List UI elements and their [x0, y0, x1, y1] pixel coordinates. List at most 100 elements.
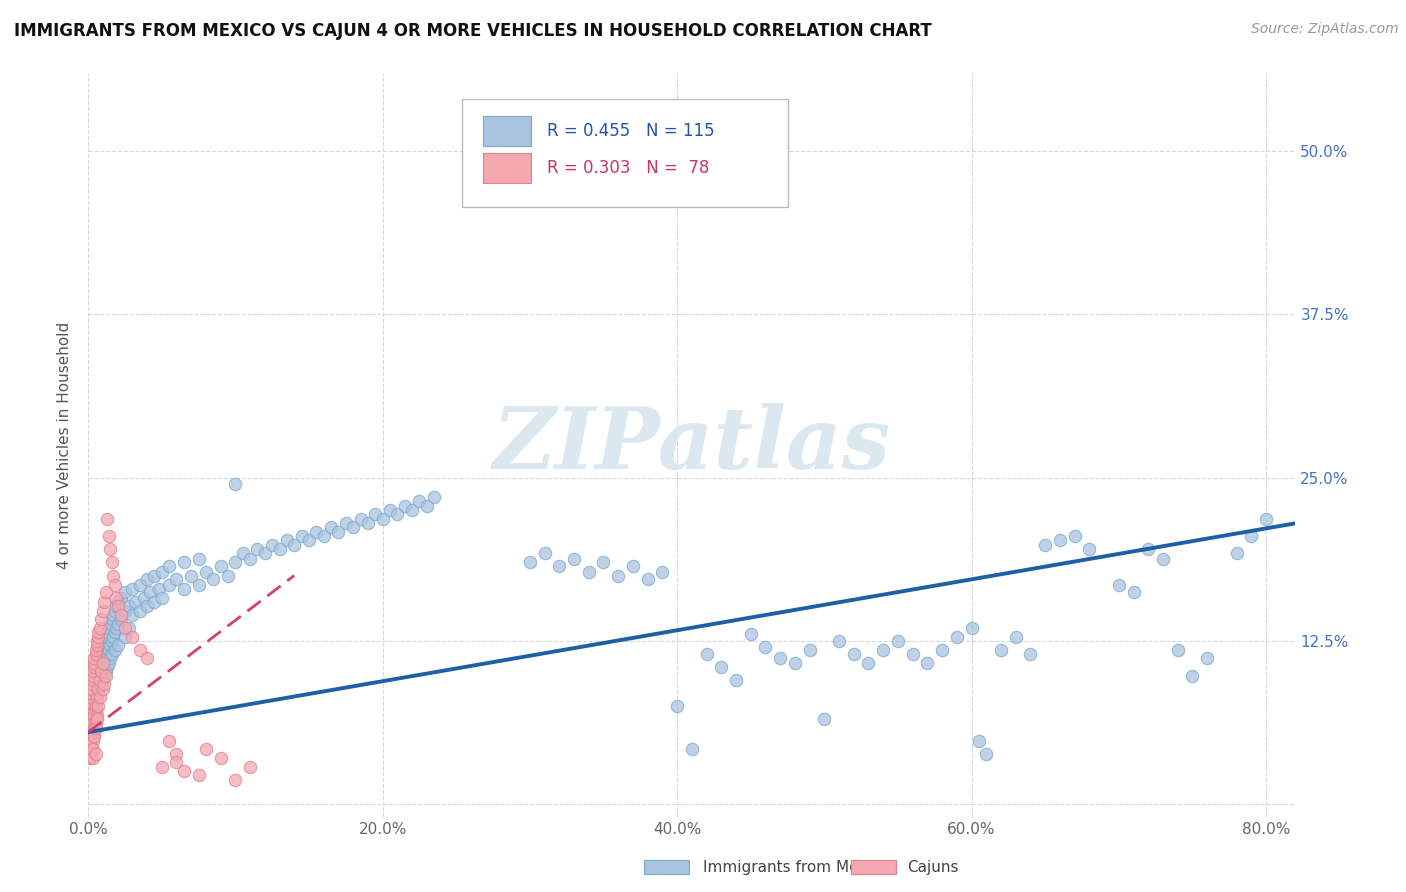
Point	[80, 692, 103, 706]
Point	[104, 577, 127, 591]
Point	[858, 656, 880, 670]
Point	[1225, 546, 1247, 560]
Point	[96, 624, 118, 639]
Point	[136, 599, 159, 613]
Point	[107, 599, 129, 613]
Point	[82, 673, 104, 687]
Point	[305, 525, 328, 540]
Point	[84, 647, 107, 661]
Text: IMMIGRANTS FROM MEXICO VS CAJUN 4 OR MORE VEHICLES IN HOUSEHOLD CORRELATION CHAR: IMMIGRANTS FROM MEXICO VS CAJUN 4 OR MOR…	[14, 22, 932, 40]
Point	[84, 699, 107, 714]
Point	[98, 638, 121, 652]
Point	[519, 556, 541, 570]
Point	[118, 621, 141, 635]
Point	[82, 673, 104, 687]
Point	[813, 712, 835, 726]
Point	[79, 699, 101, 714]
Point	[97, 643, 120, 657]
Point	[114, 630, 136, 644]
Point	[1078, 542, 1101, 557]
Point	[124, 594, 146, 608]
Point	[79, 699, 101, 714]
Point	[121, 630, 143, 644]
Point	[96, 660, 118, 674]
Point	[90, 664, 112, 678]
Point	[319, 520, 342, 534]
Point	[86, 712, 108, 726]
Point	[114, 604, 136, 618]
Point	[104, 604, 127, 618]
Point	[83, 690, 105, 704]
Point	[1240, 529, 1263, 543]
Point	[79, 716, 101, 731]
Point	[107, 638, 129, 652]
Point	[89, 680, 111, 694]
Point	[104, 624, 127, 639]
Point	[87, 699, 110, 714]
Point	[80, 734, 103, 748]
Point	[194, 742, 217, 756]
Point	[107, 616, 129, 631]
Point	[143, 568, 166, 582]
Point	[967, 734, 990, 748]
Point	[917, 656, 939, 670]
Point	[84, 682, 107, 697]
Point	[89, 621, 111, 635]
Point	[217, 568, 239, 582]
Point	[87, 624, 110, 639]
Point	[180, 568, 202, 582]
Point	[80, 729, 103, 743]
Point	[84, 643, 107, 657]
Point	[90, 677, 112, 691]
Y-axis label: 4 or more Vehicles in Household: 4 or more Vehicles in Household	[58, 321, 72, 568]
Point	[80, 734, 103, 748]
Point	[239, 760, 262, 774]
Point	[83, 656, 105, 670]
Point	[754, 640, 776, 655]
Point	[621, 559, 644, 574]
Point	[533, 546, 555, 560]
Point	[408, 494, 430, 508]
Point	[224, 773, 246, 788]
Point	[1122, 585, 1144, 599]
Point	[100, 647, 122, 661]
Point	[91, 638, 114, 652]
Point	[80, 695, 103, 709]
Point	[173, 582, 195, 596]
Point	[1063, 529, 1085, 543]
Point	[86, 690, 108, 704]
Point	[82, 742, 104, 756]
Point	[651, 565, 673, 579]
Point	[82, 725, 104, 739]
Point	[173, 764, 195, 779]
Point	[84, 721, 107, 735]
Point	[86, 633, 108, 648]
Point	[232, 546, 254, 560]
Text: Source: ZipAtlas.com: Source: ZipAtlas.com	[1251, 22, 1399, 37]
Point	[724, 673, 747, 687]
Point	[194, 565, 217, 579]
Point	[357, 516, 380, 531]
Point	[974, 747, 997, 762]
Point	[79, 716, 101, 731]
Point	[416, 500, 439, 514]
Text: Cajuns: Cajuns	[907, 860, 959, 874]
Point	[1343, 329, 1365, 343]
Point	[887, 633, 910, 648]
Point	[872, 643, 894, 657]
Point	[157, 559, 180, 574]
Point	[93, 677, 115, 691]
Point	[84, 669, 107, 683]
Point	[1019, 647, 1042, 661]
Point	[80, 682, 103, 697]
Point	[83, 729, 105, 743]
Point	[578, 565, 600, 579]
Point	[101, 630, 124, 644]
Point	[246, 542, 269, 557]
Point	[82, 686, 104, 700]
Point	[80, 703, 103, 717]
Point	[592, 556, 614, 570]
Point	[84, 747, 107, 762]
Point	[121, 582, 143, 596]
Point	[91, 656, 114, 670]
